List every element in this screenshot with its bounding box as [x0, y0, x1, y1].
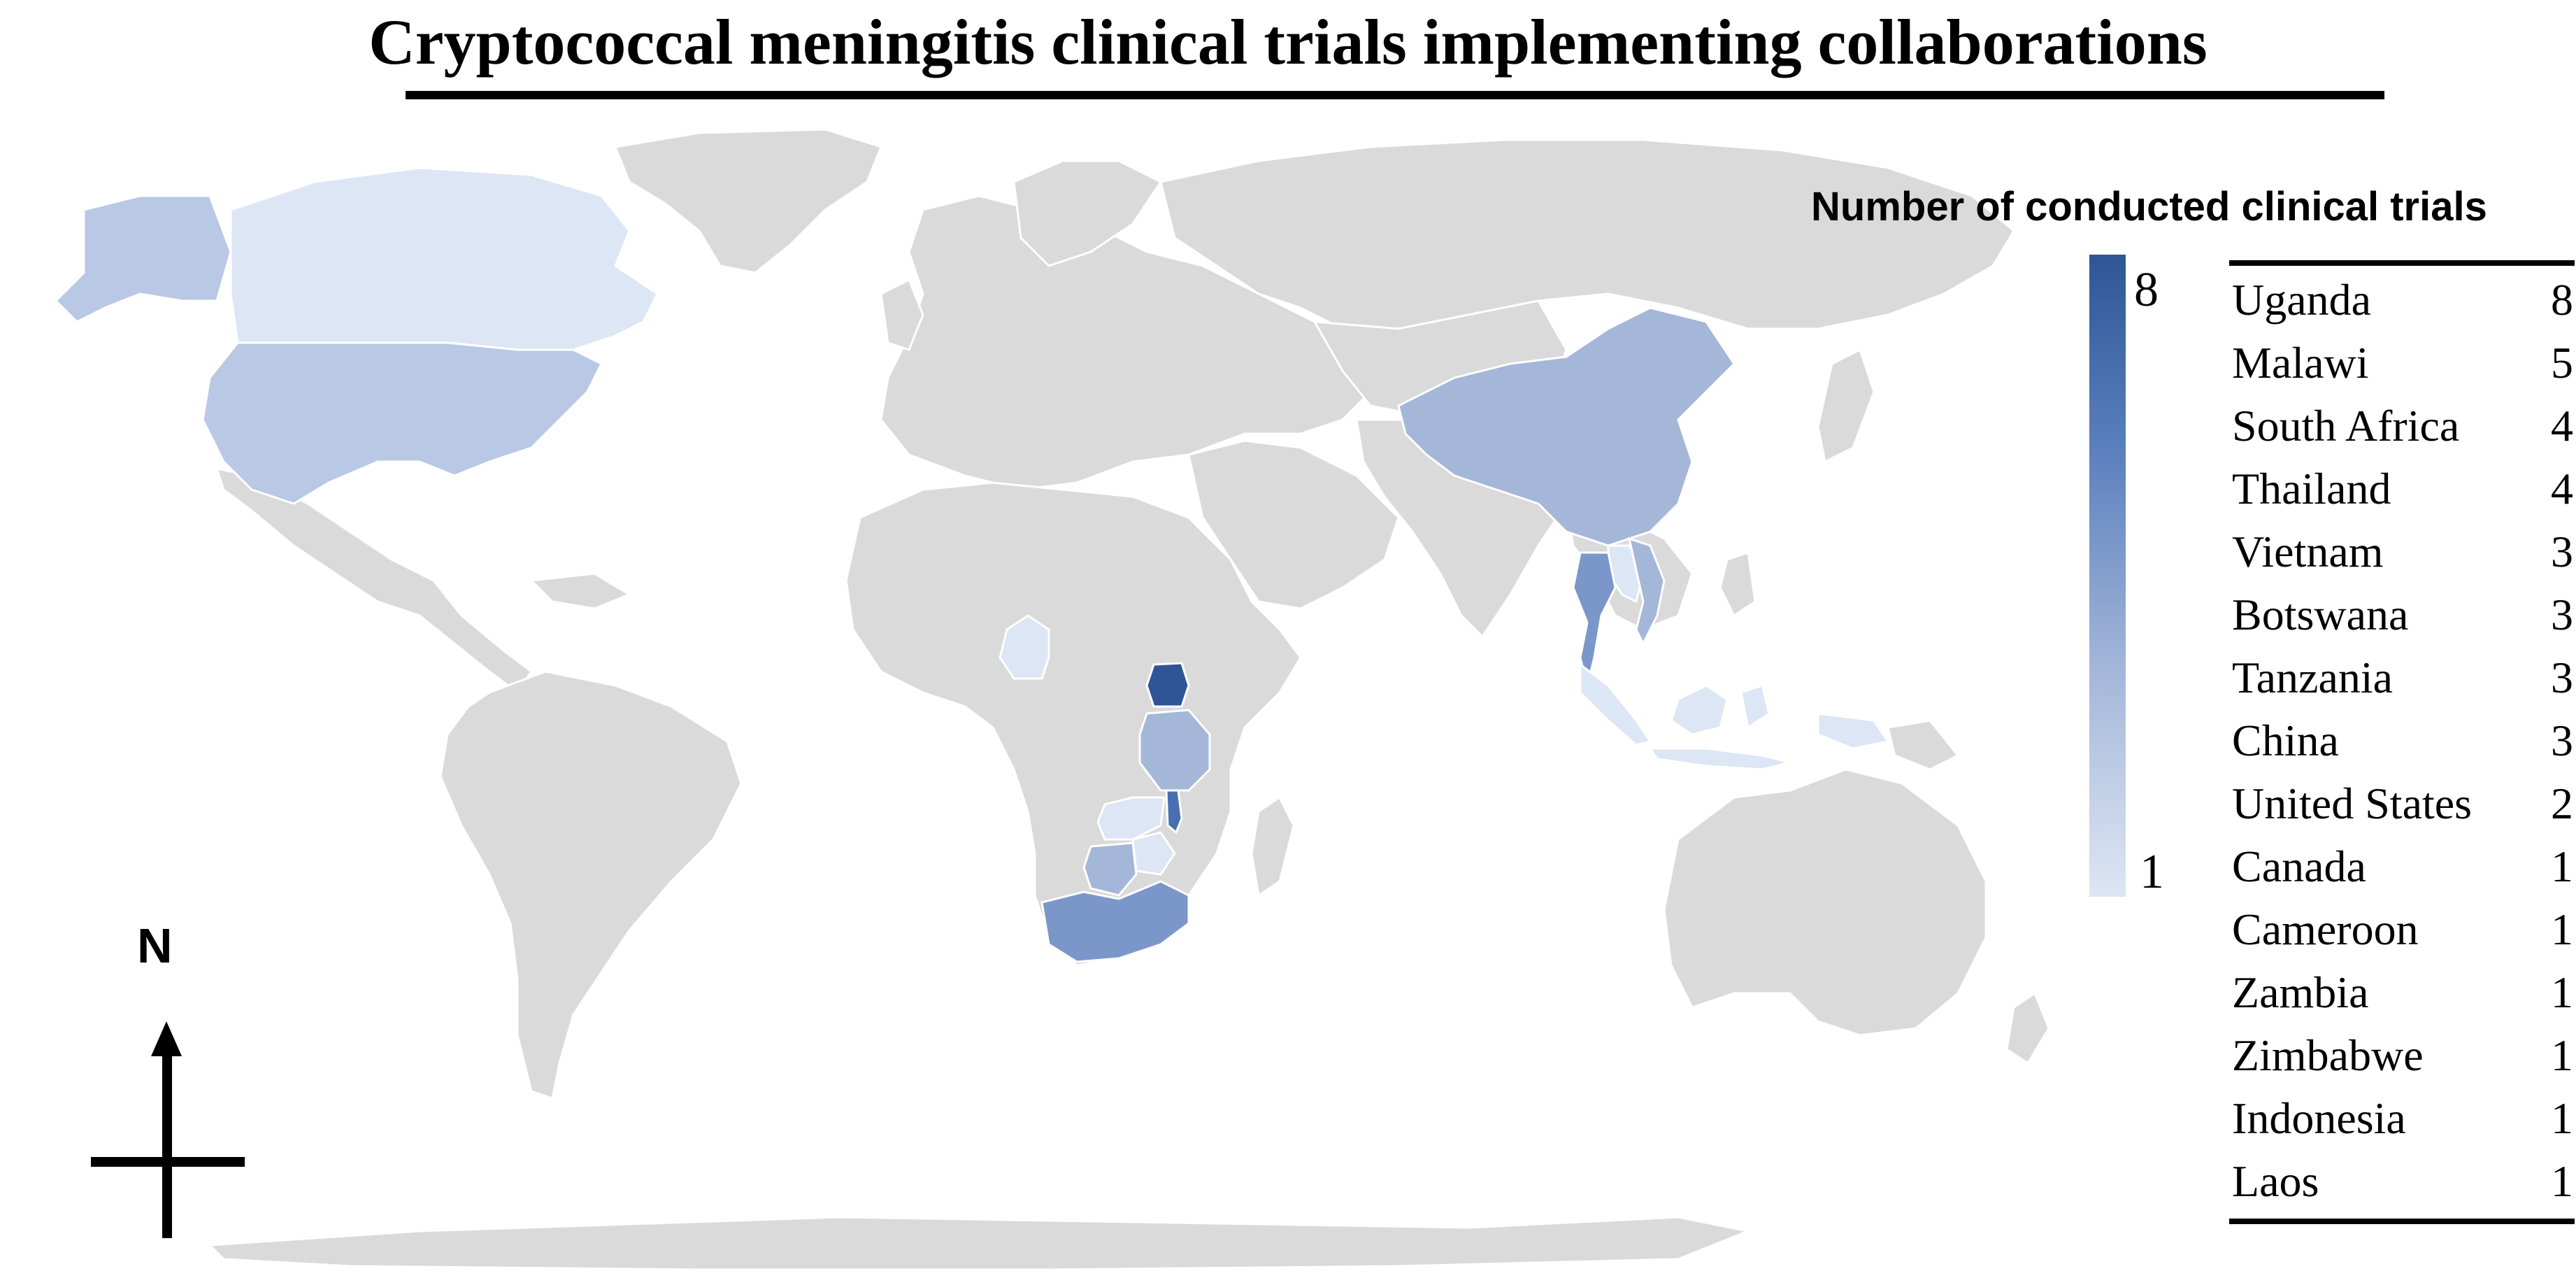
table-trial-count: 1 [2551, 904, 2573, 954]
table-row: China 3 [2232, 715, 2573, 778]
table-country-name: Botswana [2232, 590, 2409, 639]
table-row: Laos 1 [2232, 1156, 2573, 1219]
country-south-africa [1040, 880, 1190, 963]
table-country-name: South Africa [2232, 401, 2460, 450]
table-trial-count: 3 [2551, 716, 2573, 765]
table-country-name: United States [2232, 779, 2473, 828]
country-uganda [1145, 662, 1190, 708]
united-kingdom [880, 278, 924, 351]
land-base [207, 128, 2050, 1271]
scale-max-label: 8 [2134, 263, 2159, 317]
table-row: Vietnam 3 [2232, 526, 2573, 589]
table-trial-count: 1 [2551, 967, 2573, 1017]
color-scale-bar [2089, 255, 2126, 897]
mexico-central-america [215, 467, 534, 695]
table-trial-count: 1 [2551, 1093, 2573, 1143]
table-country-name: Malawi [2232, 338, 2369, 388]
table-trial-count: 1 [2551, 1156, 2573, 1206]
table-row: United States 2 [2232, 778, 2573, 841]
south-america [439, 670, 743, 1100]
table-country-name: China [2232, 716, 2339, 765]
title-underline [406, 91, 2384, 99]
caribbean [529, 572, 632, 610]
table-row: Botswana 3 [2232, 589, 2573, 652]
table-country-name: Uganda [2232, 275, 2372, 325]
alaska [54, 194, 232, 323]
table-country-name: Zimbabwe [2232, 1030, 2424, 1080]
table-bottom-rule [2229, 1219, 2575, 1224]
table-trial-count: 8 [2551, 275, 2573, 325]
greenland [613, 128, 882, 274]
country-china [1397, 306, 1736, 547]
table-row: Canada 1 [2232, 841, 2573, 904]
table-country-name: Cameroon [2232, 904, 2419, 954]
legend-title: Number of conducted clinical trials [1811, 184, 2487, 229]
scale-min-label: 1 [2140, 845, 2164, 899]
table-row: Thailand 4 [2232, 463, 2573, 526]
table-trial-count: 4 [2551, 464, 2573, 513]
table-trial-count: 3 [2551, 527, 2573, 576]
middle-east [1187, 439, 1400, 610]
japan [1817, 348, 1875, 464]
philippines [1719, 551, 1756, 618]
highlighted-countries [54, 166, 1890, 963]
table-row: Indonesia 1 [2232, 1093, 2573, 1156]
arrow-head [151, 1021, 182, 1056]
table-trial-count: 1 [2551, 842, 2573, 891]
table-row: Zimbabwe 1 [2232, 1030, 2573, 1093]
table-country-name: Thailand [2232, 464, 2391, 513]
table-row: Cameroon 1 [2232, 904, 2573, 967]
arrow-shaft [162, 1053, 172, 1238]
scandinavia [1012, 159, 1163, 267]
table-row: Uganda 8 [2232, 274, 2573, 337]
country-canada [229, 166, 659, 351]
table-country-name: Laos [2232, 1156, 2319, 1206]
russia [1159, 139, 2015, 330]
map-title: Cryptococcal meningitis clinical trials … [368, 6, 2208, 78]
table-trial-count: 3 [2551, 590, 2573, 639]
table-row: South Africa 4 [2232, 400, 2573, 463]
papua-new-guinea [1887, 719, 1960, 771]
table-trial-count: 2 [2551, 779, 2573, 828]
country-tanzania [1138, 709, 1211, 792]
arrow-crossbar [91, 1157, 245, 1167]
table-trial-count: 3 [2551, 653, 2573, 702]
antarctica [207, 1216, 1752, 1271]
table-country-name: Indonesia [2232, 1093, 2406, 1143]
new-zealand [2005, 991, 2050, 1065]
country-vietnam [1627, 537, 1666, 646]
table-trial-count: 4 [2551, 401, 2573, 450]
table-row: Zambia 1 [2232, 967, 2573, 1030]
europe [880, 194, 1372, 491]
country-botswana [1082, 842, 1138, 897]
table-country-name: Canada [2232, 842, 2366, 891]
table-trial-count: 1 [2551, 1030, 2573, 1080]
table-country-name: Vietnam [2232, 527, 2384, 576]
table-row: Tanzania 3 [2232, 652, 2573, 715]
table-country-name: Zambia [2232, 967, 2369, 1017]
north-arrow-icon [91, 1021, 245, 1238]
madagascar [1250, 795, 1295, 897]
country-cameroon [999, 614, 1050, 680]
table-country-name: Tanzania [2232, 653, 2393, 702]
north-label: N [137, 918, 173, 973]
country-zambia [1096, 796, 1166, 841]
australia [1663, 768, 1987, 1037]
country-indonesia [1579, 662, 1890, 771]
country-united-states [201, 341, 603, 505]
table-row: Malawi 5 [2232, 337, 2573, 400]
table-trial-count: 5 [2551, 338, 2573, 388]
table-top-rule [2229, 260, 2575, 266]
country-malawi [1165, 789, 1183, 835]
